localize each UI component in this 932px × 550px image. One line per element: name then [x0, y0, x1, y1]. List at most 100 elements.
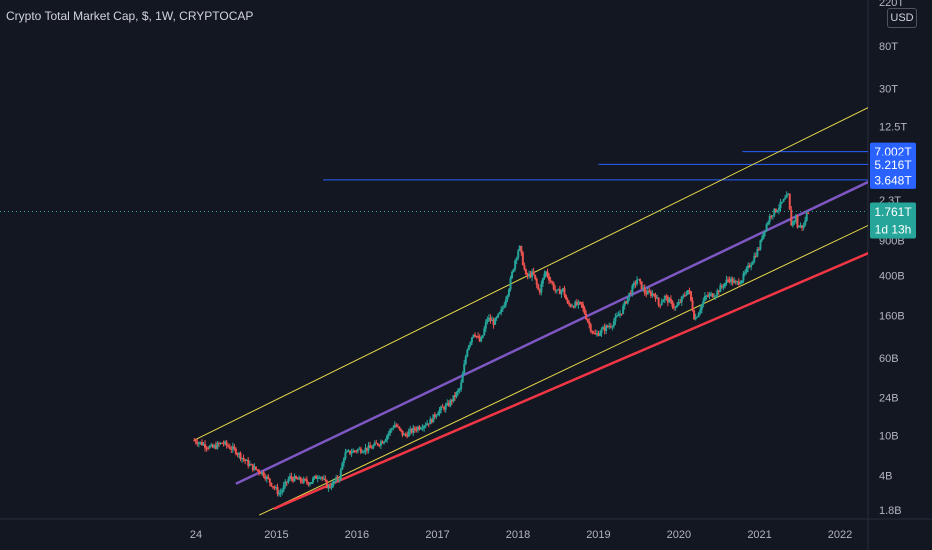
candle-body-181 [472, 334, 475, 338]
candle-body-190 [486, 319, 489, 323]
candle-body-139 [407, 431, 410, 437]
candle-body-261 [595, 333, 598, 335]
candle-body-92 [335, 477, 338, 482]
candle-body-379 [777, 207, 780, 211]
candle-body-374 [770, 216, 773, 218]
candle-body-134 [399, 428, 402, 431]
candle-body-11 [210, 444, 213, 446]
candle-body-74 [307, 482, 310, 485]
candle-body-278 [622, 306, 625, 314]
candle-body-91 [333, 481, 336, 483]
candle-body-331 [703, 295, 706, 301]
candle-body-205 [509, 277, 512, 290]
candle-body-33 [244, 459, 247, 462]
y-tick-label: 220T [879, 0, 904, 9]
candle-body-281 [626, 297, 629, 304]
candle-body-56 [279, 492, 282, 494]
candle-body-171 [457, 390, 460, 393]
candle-body-38 [251, 464, 254, 471]
candle-body-50 [270, 482, 273, 487]
candle-body-102 [350, 452, 353, 454]
candle-body-290 [640, 281, 643, 290]
currency-selector[interactable]: USD [887, 8, 917, 28]
candle-body-306 [665, 296, 668, 298]
candle-body-112 [366, 447, 369, 451]
candle-body-174 [461, 373, 464, 383]
candle-body-100 [347, 450, 350, 452]
candle-body-51 [271, 486, 274, 488]
candle-body-354 [739, 282, 742, 285]
candle-body-393 [799, 225, 802, 227]
candle-body-299 [654, 295, 657, 299]
candle-body-157 [435, 415, 438, 417]
candle-body-49 [268, 478, 271, 483]
candle-body-297 [651, 293, 654, 296]
candle-body-129 [392, 427, 395, 429]
candle-body-228 [544, 271, 547, 274]
candle-body-252 [582, 304, 585, 309]
candle-body-122 [381, 441, 384, 444]
candle-body-73 [305, 479, 308, 483]
candle-body-332 [705, 295, 708, 297]
last-price-tag [870, 202, 916, 239]
candle-body-274 [615, 315, 618, 317]
candle-body-217 [528, 273, 531, 277]
candle-body-197 [497, 313, 500, 318]
candle-body-359 [747, 265, 750, 269]
candle-body-116 [372, 445, 375, 449]
candle-body-246 [572, 306, 575, 308]
candle-body-349 [731, 278, 734, 284]
candle-body-229 [546, 271, 549, 277]
candle-body-220 [532, 271, 535, 275]
candle-body-81 [318, 477, 321, 479]
candle-body-58 [282, 485, 285, 491]
candle-body-304 [662, 299, 665, 303]
candle-body-80 [316, 478, 319, 480]
x-tick-label: 2021 [747, 529, 771, 541]
candle-body-388 [791, 221, 794, 226]
candle-body-387 [790, 209, 793, 226]
candle-body-367 [759, 240, 762, 250]
candle-body-42 [258, 470, 261, 473]
candle-body-333 [706, 295, 709, 297]
candle-body-368 [760, 238, 763, 241]
candle-body-322 [690, 291, 693, 301]
candle-body-55 [278, 493, 281, 495]
candle-body-350 [733, 281, 736, 284]
candle-body-386 [788, 193, 791, 210]
candle-body-70 [301, 481, 304, 483]
candle-body-124 [384, 439, 387, 442]
candle-body-366 [757, 249, 760, 251]
y-tick-label: 160B [879, 310, 905, 322]
candle-body-363 [753, 255, 756, 262]
candle-body-150 [424, 425, 427, 427]
candle-body-282 [628, 292, 631, 298]
candle-body-140 [409, 429, 412, 432]
candle-body-137 [404, 434, 407, 436]
candle-body-273 [614, 316, 617, 322]
candle-body-29 [237, 452, 240, 455]
candle-body-222 [535, 278, 538, 285]
candle-body-160 [440, 406, 443, 410]
candle-body-96 [341, 463, 344, 470]
candle-body-66 [295, 476, 298, 479]
candle-body-5 [200, 441, 203, 446]
candle-body-360 [748, 265, 751, 268]
candle-body-292 [643, 287, 646, 293]
candle-body-323 [691, 300, 694, 311]
candle-body-16 [217, 443, 220, 445]
candle-body-398 [807, 213, 810, 215]
support-red [273, 251, 868, 510]
candle-body-356 [742, 273, 745, 281]
candle-body-191 [487, 317, 490, 320]
candle-body-82 [319, 477, 322, 479]
candle-body-46 [264, 476, 267, 479]
candle-body-94 [338, 479, 341, 481]
candle-body-287 [636, 279, 639, 284]
candle-body-373 [768, 216, 771, 223]
candle-body-0 [193, 440, 196, 442]
candle-body-395 [802, 225, 805, 228]
candle-body-258 [591, 331, 594, 333]
candle-body-130 [393, 424, 396, 428]
